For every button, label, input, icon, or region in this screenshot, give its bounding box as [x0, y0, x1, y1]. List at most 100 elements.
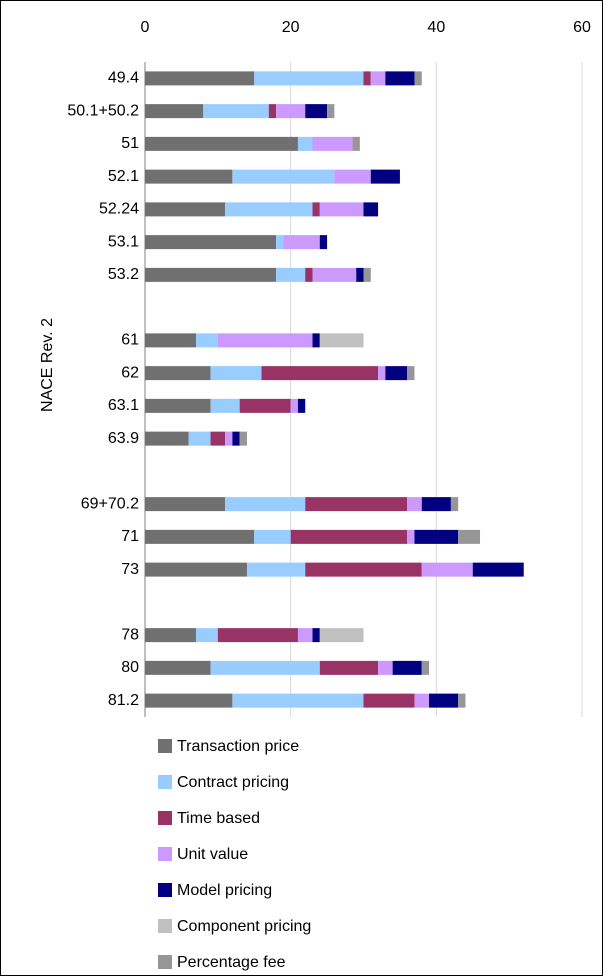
bar-segment — [421, 660, 430, 675]
bar-segment — [319, 333, 364, 348]
bar-segment — [414, 693, 430, 708]
y-tick-label: 61 — [121, 332, 139, 349]
bar-segment — [254, 71, 364, 86]
bar-segment — [414, 71, 422, 86]
x-tick-label: 60 — [573, 19, 591, 36]
bar-segment — [210, 366, 262, 381]
bar-segment — [145, 366, 211, 381]
bar-segment — [363, 693, 415, 708]
bar-segment — [385, 366, 408, 381]
legend-label: Component pricing — [177, 918, 311, 935]
bar-segment — [210, 431, 226, 446]
bar-segment — [254, 529, 291, 544]
legend-label: Contract pricing — [177, 774, 289, 791]
bar-segment — [145, 660, 211, 675]
bar-segment — [145, 562, 247, 577]
legend-label: Model pricing — [177, 882, 272, 899]
bar-segment — [305, 562, 422, 577]
bar-segment — [232, 169, 335, 184]
bar-segment — [261, 366, 379, 381]
bar-segment — [297, 136, 313, 151]
bar-segment — [378, 366, 386, 381]
bar-segment — [188, 431, 211, 446]
bar-segment — [319, 235, 328, 250]
bar-segment — [319, 628, 364, 643]
bar-segment — [319, 660, 379, 675]
legend-swatch — [158, 955, 172, 969]
bar-segment — [290, 529, 408, 544]
y-tick-label: 62 — [121, 364, 139, 381]
x-tick-label: 0 — [141, 19, 150, 36]
bar-segment — [145, 267, 277, 282]
bar-segment — [407, 529, 415, 544]
bar-segment — [232, 431, 240, 446]
bar-segment — [145, 136, 298, 151]
legend-swatch — [158, 847, 172, 861]
bar-segment — [283, 235, 320, 250]
x-tick-label: 40 — [427, 19, 445, 36]
bar-segment — [370, 71, 386, 86]
bar-segment — [458, 693, 466, 708]
legend-swatch — [158, 811, 172, 825]
bar-segment — [145, 235, 277, 250]
bar-segment — [370, 169, 400, 184]
y-axis-label: NACE Rev. 2 — [39, 318, 56, 412]
y-tick-label: 71 — [121, 528, 139, 545]
legend-swatch — [158, 775, 172, 789]
y-tick-label: 81.2 — [108, 692, 139, 709]
bar-segment — [312, 628, 320, 643]
y-tick-label: 52.1 — [108, 168, 139, 185]
bar-segment — [145, 398, 211, 413]
bar-segment — [145, 333, 196, 348]
y-tick-label: 78 — [121, 626, 139, 643]
y-tick-label: 63.9 — [108, 430, 139, 447]
bar-segment — [225, 202, 313, 217]
bar-segment — [145, 71, 255, 86]
bar-segment — [225, 431, 233, 446]
y-tick-label: 63.1 — [108, 397, 139, 414]
bar-segment — [203, 104, 269, 119]
bar-segment — [312, 267, 357, 282]
bar-segment — [327, 104, 335, 119]
bar-segment — [195, 628, 218, 643]
bar-segment — [145, 693, 233, 708]
bar-segment — [356, 267, 364, 282]
bar-segment — [297, 628, 313, 643]
y-tick-label: 80 — [121, 659, 139, 676]
bar-segment — [458, 529, 481, 544]
y-tick-label: 53.2 — [108, 266, 139, 283]
bar-segment — [195, 333, 218, 348]
bar-segment — [429, 693, 459, 708]
y-tick-label: 73 — [121, 561, 139, 578]
bar-segment — [392, 660, 422, 675]
bar-segment — [450, 497, 459, 512]
bar-segment — [363, 71, 371, 86]
bar-segment — [305, 104, 328, 119]
legend-label: Unit value — [177, 846, 248, 863]
legend-swatch — [158, 739, 172, 753]
legend-swatch — [158, 883, 172, 897]
bar-segment — [145, 497, 226, 512]
bar-segment — [217, 628, 298, 643]
bar-segment — [239, 431, 247, 446]
legend-label: Percentage fee — [177, 954, 286, 971]
bar-segment — [217, 333, 313, 348]
bar-segment — [268, 104, 277, 119]
y-tick-label: 49.4 — [108, 70, 139, 87]
x-tick-label: 20 — [282, 19, 300, 36]
bar-segment — [145, 628, 196, 643]
bar-segment — [312, 333, 320, 348]
bar-segment — [210, 398, 240, 413]
bar-segment — [334, 169, 371, 184]
y-tick-label: 69+70.2 — [81, 495, 139, 512]
bar-segment — [145, 431, 189, 446]
bar-segment — [363, 202, 379, 217]
bar-segment — [305, 497, 408, 512]
bar-segment — [421, 562, 473, 577]
bar-segment — [385, 71, 415, 86]
bar-segment — [414, 529, 459, 544]
bar-segment — [276, 267, 306, 282]
legend-swatch — [158, 919, 172, 933]
